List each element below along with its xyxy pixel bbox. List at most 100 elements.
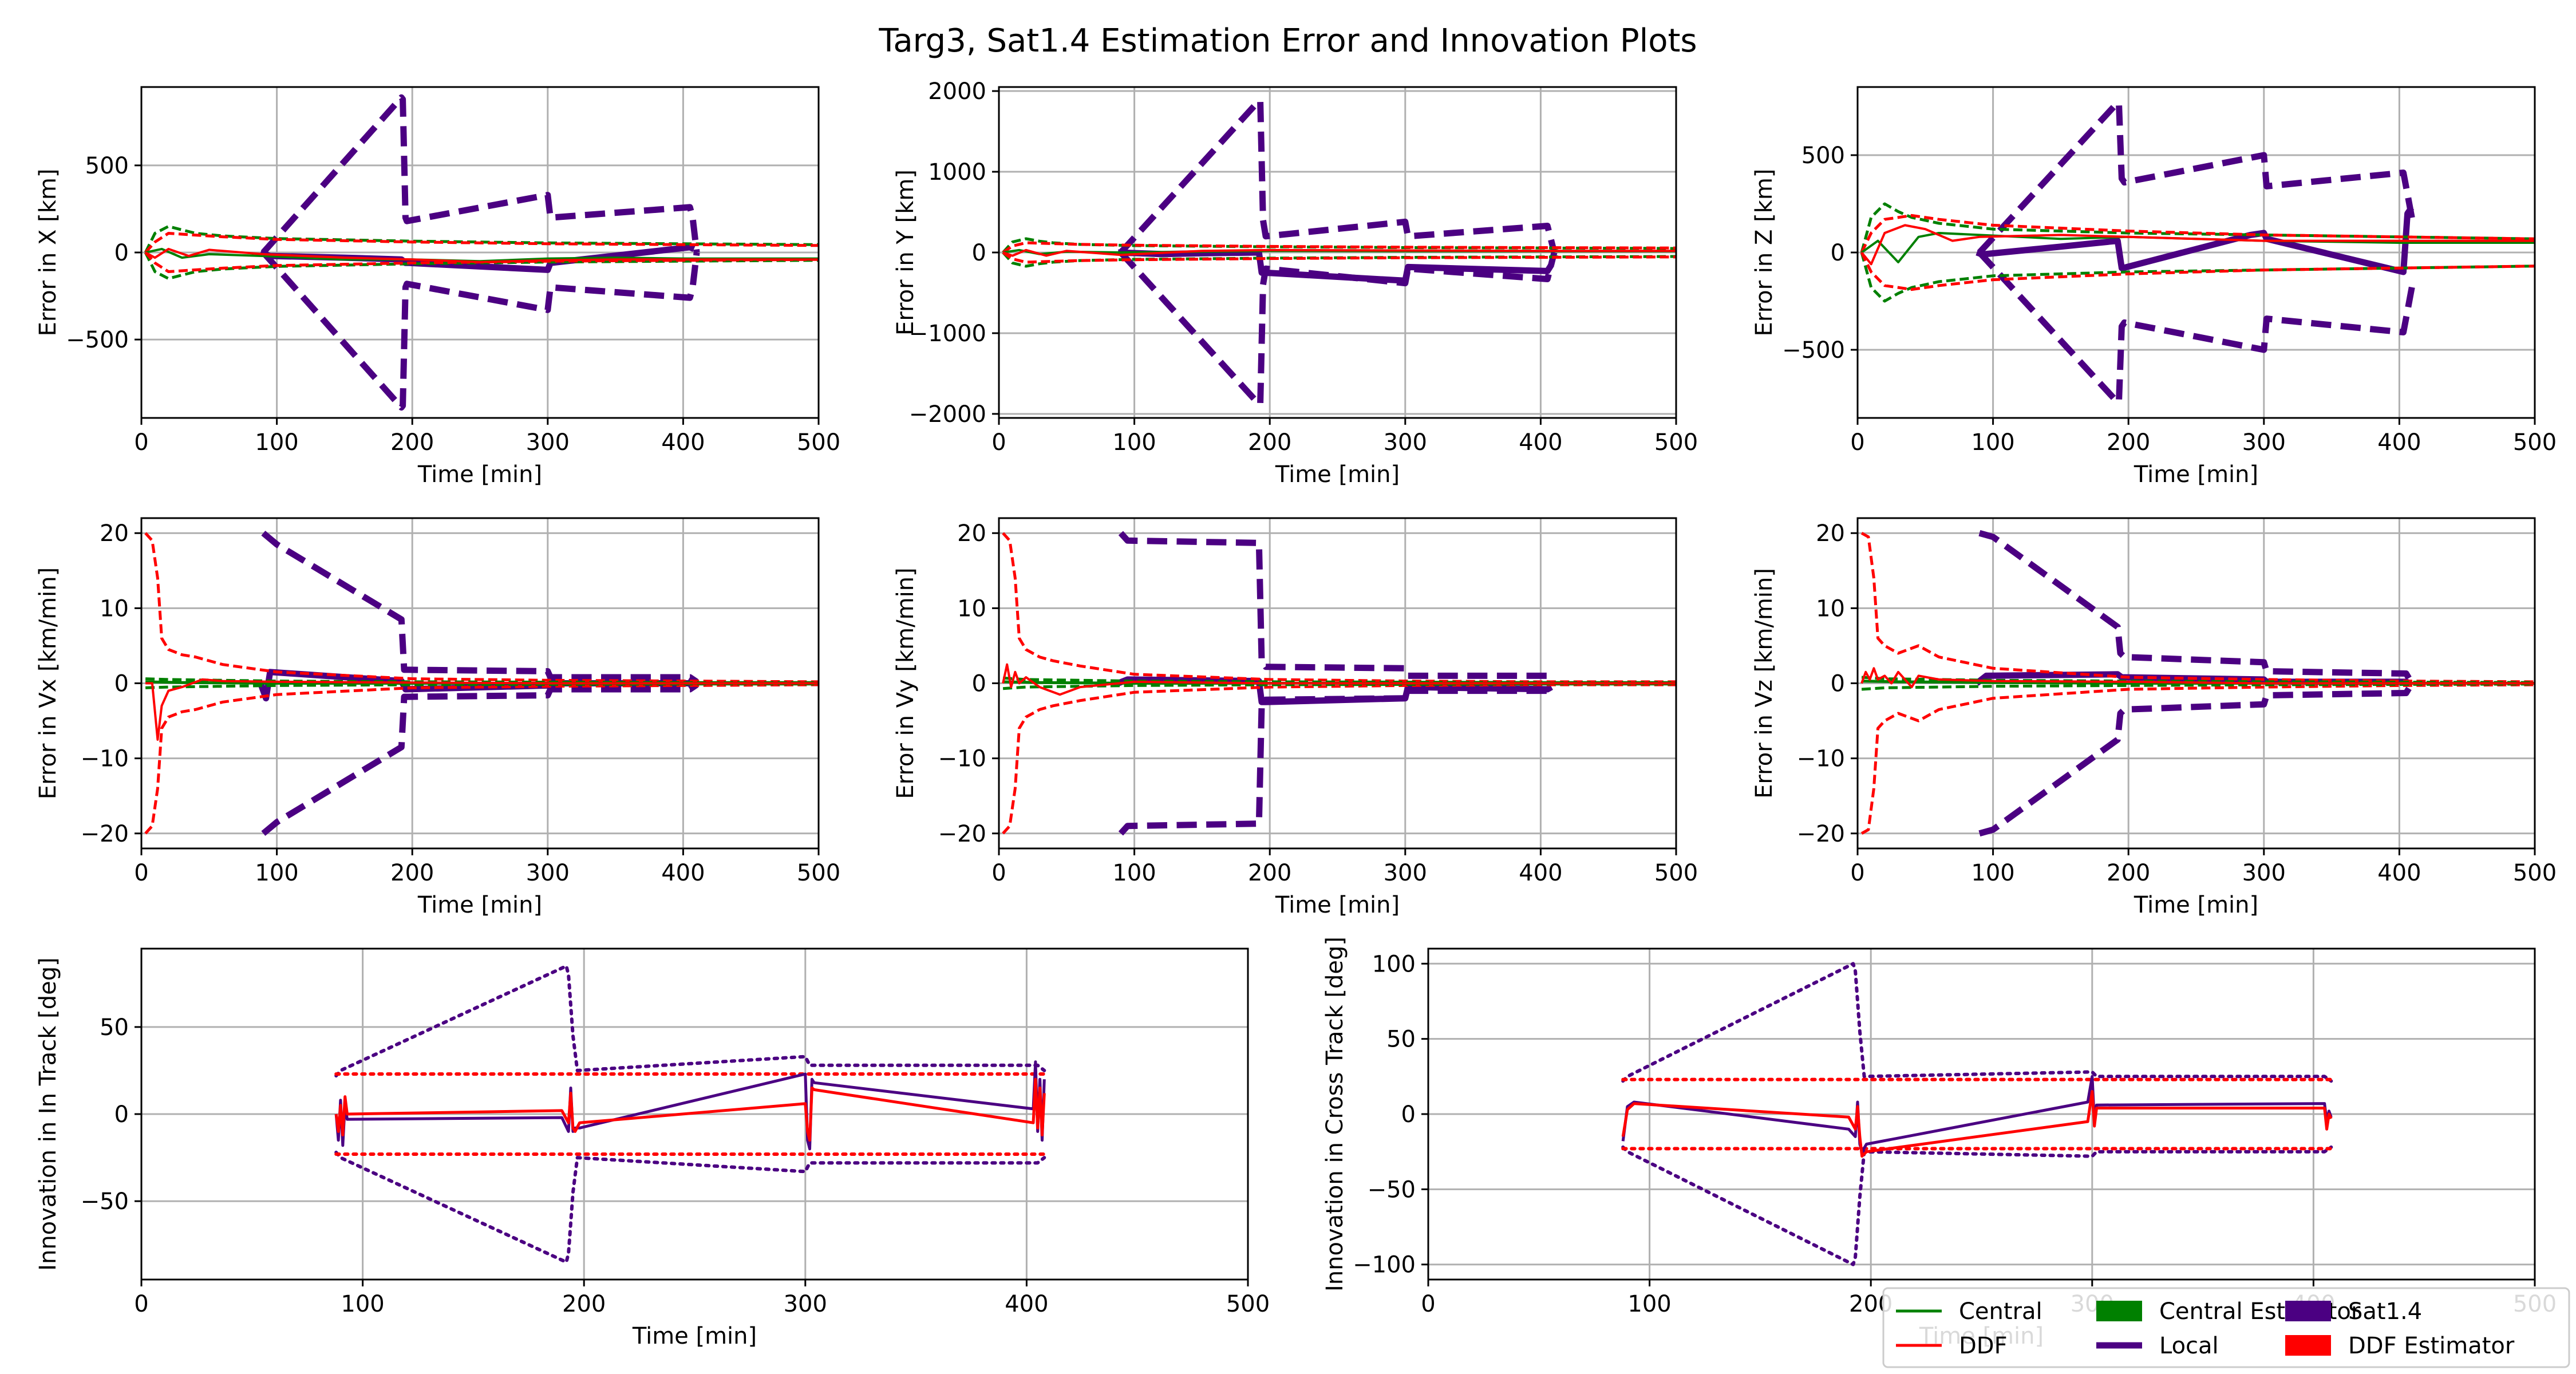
series-ddf-bound	[1860, 214, 2535, 254]
legend-entry-ddf: DDF	[1896, 1333, 2008, 1359]
x-tick-label: 0	[134, 429, 148, 456]
x-tick-label: 300	[526, 429, 570, 456]
x-axis-label: Time [min]	[417, 892, 542, 918]
x-tick-label: 400	[2377, 429, 2421, 456]
x-tick-label: 200	[1248, 429, 1291, 456]
y-axis-label: Error in X [km]	[35, 169, 61, 337]
y-tick-label: 50	[100, 1014, 129, 1041]
y-tick-label: 500	[85, 153, 129, 179]
series-group	[1002, 97, 1676, 408]
y-tick-label: −500	[1782, 337, 1845, 364]
x-axis-label: Time [min]	[417, 461, 542, 488]
series-local-bound	[260, 94, 700, 255]
y-tick-label: 0	[1401, 1101, 1416, 1128]
y-tick-label: −10	[1797, 746, 1845, 772]
x-axis-label: Time [min]	[2134, 461, 2258, 488]
x-tick-label: 100	[1971, 429, 2014, 456]
legend-entry-local: Local	[2096, 1333, 2219, 1359]
legend-label: DDF	[1959, 1333, 2008, 1359]
x-tick-label: 200	[390, 860, 434, 886]
subplot-err-vz: 0 100 200 300 400 500 −20 −10 0 10 20 Time [min] Err…	[1751, 517, 2557, 918]
y-axis-label: Error in Vy [km/min]	[892, 567, 919, 799]
x-tick-label: 400	[661, 860, 705, 886]
series-ddf-innovation	[1621, 1090, 2333, 1158]
axes-frame	[998, 517, 1677, 850]
series-ddf-bound	[1860, 251, 2535, 291]
y-tick-label: 20	[957, 520, 986, 547]
series-ddf-bound	[1860, 683, 2535, 835]
x-tick-label: 100	[341, 1291, 384, 1317]
series-ddf-error	[145, 247, 819, 263]
y-tick-label: 20	[1816, 520, 1845, 547]
y-tick-label: 0	[114, 240, 129, 266]
series-ddf-error	[145, 678, 819, 741]
axes-frame	[1856, 517, 2536, 850]
y-tick-label: 10	[957, 595, 986, 622]
y-axis-label: Error in Vz [km/min]	[1751, 568, 1777, 799]
x-tick-label: 100	[255, 429, 298, 456]
series-ddf-error	[1002, 663, 1676, 696]
x-tick-label: 300	[2242, 429, 2286, 456]
x-tick-label: 200	[390, 429, 434, 456]
series-local-bound	[261, 682, 699, 836]
legend-label: Sat1.4	[2348, 1298, 2422, 1325]
y-tick-label: 0	[114, 1101, 129, 1128]
series-ddf-bound	[1002, 251, 1676, 264]
x-tick-label: 500	[797, 860, 840, 886]
series-group	[1621, 962, 2333, 1266]
axes-frame	[1856, 86, 2536, 419]
series-local-bound	[1978, 530, 2413, 682]
series-local-error	[1976, 206, 2415, 275]
y-tick-label: −2000	[909, 401, 986, 428]
y-tick-label: −20	[938, 821, 986, 847]
x-tick-label: 0	[1850, 429, 1864, 456]
series-group	[334, 964, 1046, 1264]
series-ddf-bound	[1860, 532, 2535, 684]
x-tick-label: 400	[1519, 429, 1562, 456]
series-ddf-bound	[1002, 241, 1676, 254]
series-local-bound	[1977, 99, 2416, 255]
legend-label: Central	[1959, 1298, 2042, 1325]
x-tick-label: 500	[1654, 429, 1698, 456]
legend-frame	[1882, 1287, 2570, 1368]
series-local-error	[1117, 249, 1554, 284]
x-tick-label: 100	[255, 860, 298, 886]
x-tick-label: 400	[2377, 860, 2421, 886]
x-tick-label: 500	[1654, 860, 1698, 886]
series-ddf-bound	[144, 251, 819, 273]
x-tick-label: 300	[784, 1291, 827, 1317]
x-axis-label: Time [min]	[1275, 461, 1400, 488]
axes-frame	[1427, 947, 2536, 1281]
axes-frame	[140, 517, 820, 850]
series-group	[144, 94, 819, 411]
series-ddf-bound	[144, 683, 819, 835]
series-local-bound	[1977, 250, 2416, 406]
series-group	[1860, 530, 2535, 837]
y-tick-label: −10	[938, 746, 986, 772]
x-tick-label: 300	[2242, 860, 2286, 886]
x-tick-label: 500	[2513, 860, 2557, 886]
y-tick-label: −20	[1797, 821, 1845, 847]
x-tick-label: 0	[991, 429, 1006, 456]
x-tick-label: 500	[1226, 1291, 1270, 1317]
y-tick-label: 20	[100, 520, 129, 547]
y-tick-label: −10	[81, 746, 129, 772]
x-tick-label: 300	[1384, 860, 1427, 886]
y-tick-label: −100	[1353, 1252, 1416, 1278]
x-tick-label: 0	[991, 860, 1006, 886]
axes-frame	[140, 86, 820, 419]
series-ddf-bound	[1002, 532, 1676, 684]
y-tick-label: 0	[114, 671, 129, 697]
y-axis-label: Innovation in Cross Track [deg]	[1322, 937, 1348, 1292]
legend-swatch	[2285, 1335, 2331, 1356]
series-central-bound	[1860, 252, 2535, 303]
series-group	[1860, 99, 2535, 406]
subplot-err-vx: 0 100 200 300 400 500 −20 −10 0 10 20 Time [min] Err…	[35, 517, 840, 918]
series-ddf-error	[1860, 667, 2535, 689]
y-tick-label: 50	[1386, 1026, 1416, 1053]
series-local-bound	[1621, 962, 2333, 1083]
series-local-bound	[1118, 531, 1554, 683]
